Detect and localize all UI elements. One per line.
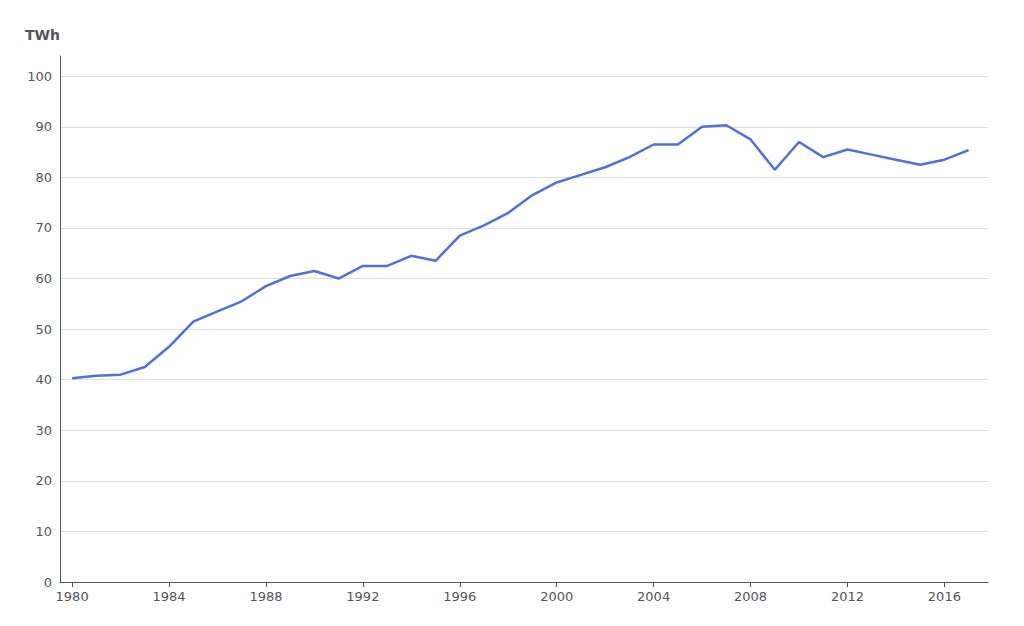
svg-text:30: 30 <box>35 423 52 438</box>
svg-text:50: 50 <box>35 322 52 337</box>
svg-text:2012: 2012 <box>831 589 864 604</box>
svg-text:2016: 2016 <box>928 589 961 604</box>
svg-text:20: 20 <box>35 473 52 488</box>
svg-text:1980: 1980 <box>56 589 89 604</box>
svg-text:100: 100 <box>27 69 52 84</box>
svg-text:1996: 1996 <box>443 589 476 604</box>
svg-text:2000: 2000 <box>540 589 573 604</box>
svg-text:2008: 2008 <box>734 589 767 604</box>
svg-text:10: 10 <box>35 524 52 539</box>
svg-text:1988: 1988 <box>249 589 282 604</box>
svg-text:1984: 1984 <box>152 589 185 604</box>
svg-text:1992: 1992 <box>346 589 379 604</box>
svg-text:2004: 2004 <box>637 589 670 604</box>
svg-text:TWh: TWh <box>25 27 60 43</box>
svg-text:80: 80 <box>35 170 52 185</box>
svg-text:70: 70 <box>35 220 52 235</box>
svg-text:40: 40 <box>35 372 52 387</box>
svg-text:90: 90 <box>35 119 52 134</box>
svg-text:0: 0 <box>44 575 52 590</box>
svg-text:60: 60 <box>35 271 52 286</box>
